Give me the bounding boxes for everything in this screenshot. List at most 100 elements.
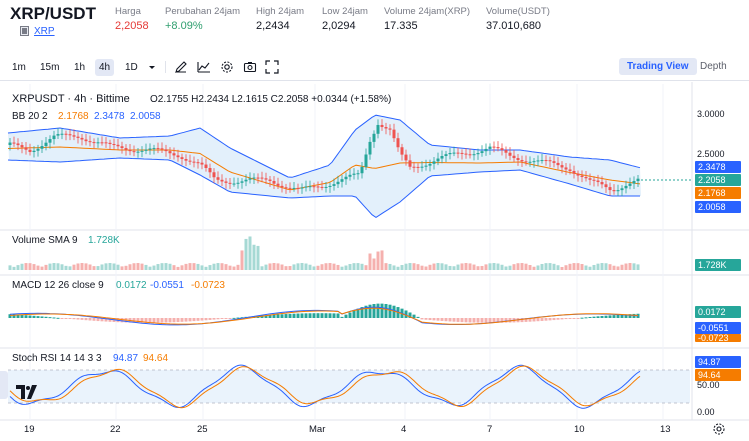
bollinger-upper-line [7,114,641,178]
macd-histogram-bar [264,315,268,318]
candle-body [496,147,500,149]
timeframe-1h[interactable]: 1h [74,62,86,73]
macd-histogram-bar [492,318,496,323]
macd-histogram-bar [8,314,12,318]
change-label: Perubahan 24jam [165,6,240,17]
macd-histogram-bar [232,317,236,319]
stoch-legend-label: Stoch RSI 14 14 3 3 [12,353,102,364]
volume-bar [564,265,568,270]
volume-bar [140,263,144,270]
volume-bar [148,266,152,270]
candle-body [540,160,544,162]
volume-bar [32,264,36,270]
candle-body [344,176,348,180]
macd-histogram-bar [16,314,20,318]
candle-body [632,181,636,184]
candle-body [456,152,460,154]
macd-histogram-bar [160,318,164,323]
volume-bar [320,264,324,270]
macd-histogram-bar [188,318,192,322]
macd-histogram-bar [68,318,72,319]
tab-depth[interactable]: Depth [700,61,727,72]
macd-histogram-bar [84,318,88,321]
volume-bar [184,263,188,270]
volume-bar [288,266,292,270]
volume-bar [576,263,580,270]
timeframe-1m[interactable]: 1m [12,62,26,73]
timeframe-1d[interactable]: 1D [125,62,138,73]
macd-histogram-bar [148,318,152,323]
candle-body [512,155,516,159]
volume-bar [488,263,492,270]
volume-bar [364,265,368,270]
macd-histogram-bar [324,313,328,318]
price-chart[interactable] [0,82,749,441]
draw-icon[interactable] [174,60,188,74]
candle-body [108,142,112,145]
candle-body [228,182,232,184]
macd-histogram-bar [388,304,392,318]
sidebar-toggle[interactable] [0,371,8,399]
toolbar-divider [165,61,166,73]
macd-histogram-bar [312,313,316,318]
volume-bar [228,265,232,270]
time-label-mar: Mar [309,424,326,435]
candle-body [96,142,100,144]
candle-body [224,181,228,183]
candle-body [388,128,392,130]
candle-body [320,186,324,188]
macd-histogram-bar [456,318,460,322]
candle-body [200,162,204,165]
price-tick-2-5: 2.5000 [697,149,725,159]
volume-bar [460,263,464,270]
candle-body [392,129,396,139]
tradingview-logo [16,385,37,399]
volume-bar [224,264,228,270]
volume-bar [380,250,384,270]
candle-body [608,187,612,191]
volume-bar [316,265,320,270]
chart-settings-icon[interactable] [712,422,726,436]
candle-body [408,160,412,167]
macd-histogram-bar [104,318,108,322]
macd-histogram-bar [472,318,476,323]
macd-histogram-bar [296,313,300,318]
macd-histogram-bar [260,315,264,318]
volume-bar [260,266,264,270]
volume-bar [552,263,556,270]
volume-bar [216,263,220,270]
timeframe-4h[interactable]: 4h [95,59,115,76]
macd-histogram-bar [584,317,588,319]
candle-body [444,154,448,157]
screenshot-icon[interactable] [243,60,257,74]
time-label-7: 7 [487,424,493,435]
macd-histogram-bar [536,318,540,322]
macd-histogram-bar [56,317,60,319]
candle-body [240,181,244,183]
fullscreen-icon[interactable] [265,60,279,74]
candle-body [232,183,236,185]
candle-body [140,150,144,152]
asset-link[interactable]: XRP [34,26,55,37]
volume-bar [144,264,148,270]
macd-histogram-bar [28,315,32,318]
candle-body [244,179,248,182]
macd-histogram-bar [476,318,480,323]
indicator-icon[interactable] [197,60,211,74]
candle-body [364,154,368,167]
volume-bar [424,266,428,270]
volume-bar [360,263,364,270]
timeframe-15m[interactable]: 15m [40,62,60,73]
macd-histogram-bar [360,307,364,318]
tab-trading-view[interactable]: Trading View [619,58,697,75]
volume-bar [92,266,96,270]
volume-bar [620,264,624,270]
price-label: Harga [115,6,141,17]
volume-stat: Volume 24jam(XRP) 17.335 [384,6,470,32]
volume-bar [236,264,240,270]
settings-icon[interactable] [220,60,234,74]
dropdown-icon[interactable] [145,60,159,74]
volume-bar [176,266,180,270]
candle-body [376,124,380,134]
candle-body [500,148,504,151]
